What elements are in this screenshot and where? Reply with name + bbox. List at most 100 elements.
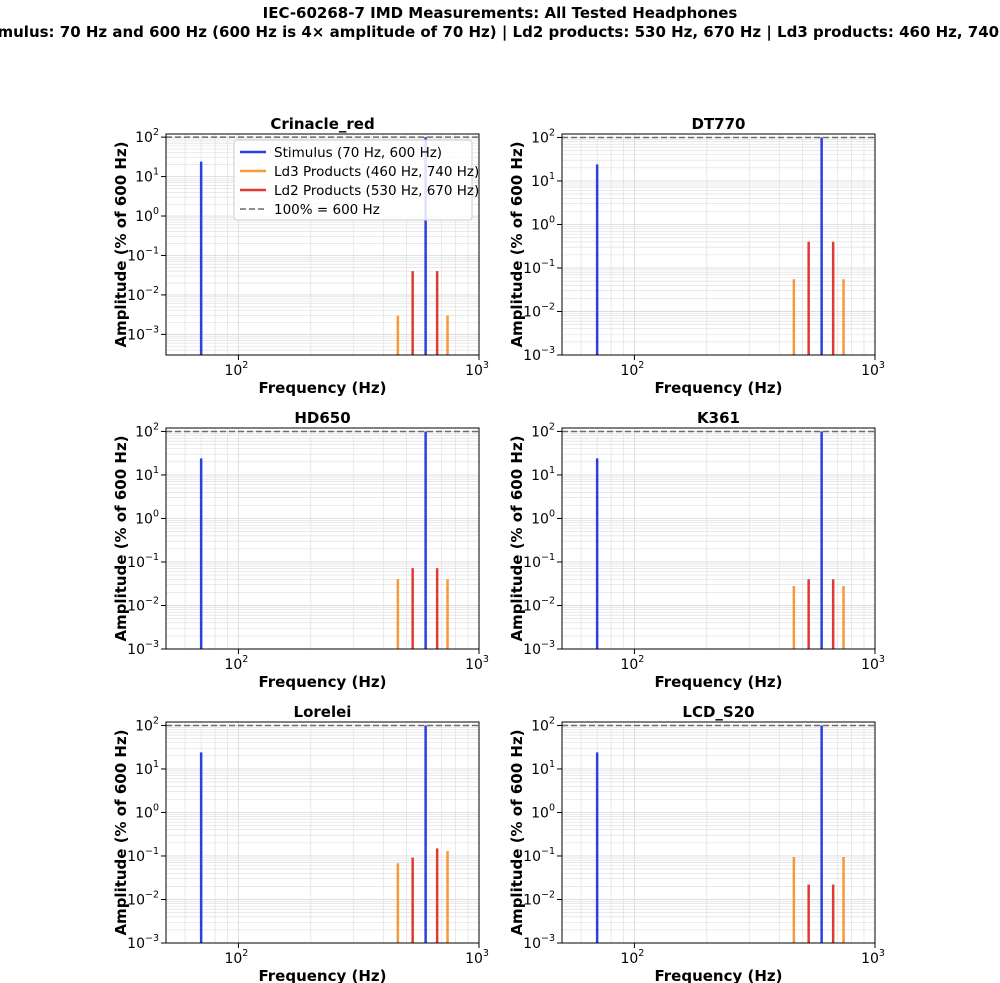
y-tick-label: 102: [135, 715, 159, 734]
x-tick-exponent: 3: [483, 948, 489, 959]
grid-lines: [562, 722, 875, 943]
y-tick-exponent: −2: [145, 889, 159, 900]
legend: Stimulus (70 Hz, 600 Hz) Ld3 Products (46…: [233, 139, 479, 221]
x-tick-exponent: 3: [879, 948, 885, 959]
y-tick-label: 10−2: [127, 285, 159, 304]
x-tick-base: 10: [620, 657, 638, 673]
y-tick-base: 10: [135, 762, 153, 778]
y-tick-base: 10: [127, 248, 145, 264]
y-tick-base: 10: [127, 936, 145, 952]
y-tick-label: 10−1: [127, 846, 159, 865]
x-tick-base: 10: [861, 363, 879, 379]
x-tick-exponent: 3: [879, 654, 885, 665]
x-axis-label: Frequency (Hz): [654, 379, 782, 397]
y-tick-exponent: −1: [145, 552, 159, 563]
axes-frame: [561, 721, 876, 944]
y-tick-exponent: 2: [549, 127, 555, 138]
axes-frame: [165, 133, 480, 356]
y-tick-label: 10−1: [523, 552, 555, 571]
y-tick-label: 10−1: [127, 245, 159, 264]
y-tick-label: 102: [531, 715, 555, 734]
y-tick-label: 10−3: [523, 345, 555, 364]
y-tick-label: 100: [135, 802, 159, 821]
series-stimulus: [595, 137, 823, 355]
axes-frame: [561, 133, 876, 356]
y-tick-label: 10−3: [127, 324, 159, 343]
y-tick-label: 100: [135, 508, 159, 527]
x-axis-ticks: 102 103: [620, 355, 885, 379]
y-tick-exponent: 0: [153, 508, 159, 519]
y-tick-exponent: 2: [153, 715, 159, 726]
y-tick-exponent: 2: [153, 421, 159, 432]
y-tick-base: 10: [127, 555, 145, 571]
y-tick-base: 10: [523, 936, 541, 952]
y-tick-base: 10: [127, 849, 145, 865]
y-tick-exponent: 2: [549, 421, 555, 432]
series-ld3: [792, 856, 845, 943]
y-axis-label: Amplitude (% of 600 Hz): [508, 435, 526, 641]
y-axis-label: Amplitude (% of 600 Hz): [112, 729, 130, 935]
y-tick-label: 10−2: [523, 889, 555, 908]
y-tick-label: 10−1: [523, 258, 555, 277]
y-tick-label: 100: [531, 214, 555, 233]
y-axis-label: Amplitude (% of 600 Hz): [112, 141, 130, 347]
y-tick-base: 10: [523, 555, 541, 571]
y-tick-exponent: −1: [145, 245, 159, 256]
y-tick-base: 10: [523, 849, 541, 865]
y-tick-base: 10: [523, 598, 541, 614]
y-tick-exponent: 2: [153, 127, 159, 138]
x-axis-label: Frequency (Hz): [654, 967, 782, 983]
panel-title: Lorelei: [294, 703, 352, 721]
y-tick-base: 10: [531, 468, 549, 484]
y-tick-base: 10: [127, 288, 145, 304]
x-tick-exponent: 2: [242, 654, 248, 665]
series-ld3: [396, 579, 449, 649]
y-tick-base: 10: [531, 130, 549, 146]
y-tick-exponent: 0: [153, 206, 159, 217]
series-ld2: [807, 884, 835, 943]
series-stimulus: [199, 725, 427, 943]
x-tick-exponent: 2: [242, 948, 248, 959]
y-tick-exponent: −2: [145, 285, 159, 296]
y-tick-exponent: −2: [541, 595, 555, 606]
x-tick-exponent: 3: [483, 654, 489, 665]
x-tick-label: 102: [620, 948, 644, 967]
y-tick-label: 102: [531, 421, 555, 440]
panel-title: K361: [697, 409, 740, 427]
figure-subtitle: Stimulus: 70 Hz and 600 Hz (600 Hz is 4×…: [0, 23, 1000, 42]
panel-title: Crinacle_red: [270, 115, 374, 133]
y-tick-exponent: 0: [549, 802, 555, 813]
y-axis-label: Amplitude (% of 600 Hz): [508, 729, 526, 935]
y-tick-base: 10: [523, 892, 541, 908]
x-tick-base: 10: [861, 657, 879, 673]
y-tick-label: 101: [531, 759, 555, 778]
y-tick-exponent: −1: [541, 846, 555, 857]
x-tick-base: 10: [465, 951, 483, 967]
series-ld2: [807, 241, 835, 355]
y-tick-base: 10: [531, 805, 549, 821]
y-tick-label: 100: [135, 206, 159, 225]
y-tick-label: 10−3: [523, 933, 555, 952]
y-tick-base: 10: [135, 209, 153, 225]
y-tick-exponent: 1: [153, 465, 159, 476]
x-tick-base: 10: [620, 363, 638, 379]
y-tick-base: 10: [127, 327, 145, 343]
y-tick-exponent: −3: [541, 639, 555, 650]
series-ld3: [792, 586, 845, 649]
y-tick-label: 100: [531, 802, 555, 821]
legend-label-ld3: Ld3 Products (460 Hz, 740 Hz): [274, 164, 479, 180]
series-ld3: [396, 851, 449, 943]
series-ld2: [411, 271, 439, 355]
y-tick-base: 10: [531, 511, 549, 527]
x-tick-label: 103: [861, 360, 885, 379]
x-tick-exponent: 2: [638, 654, 644, 665]
y-tick-exponent: −3: [145, 639, 159, 650]
y-tick-label: 10−1: [523, 846, 555, 865]
